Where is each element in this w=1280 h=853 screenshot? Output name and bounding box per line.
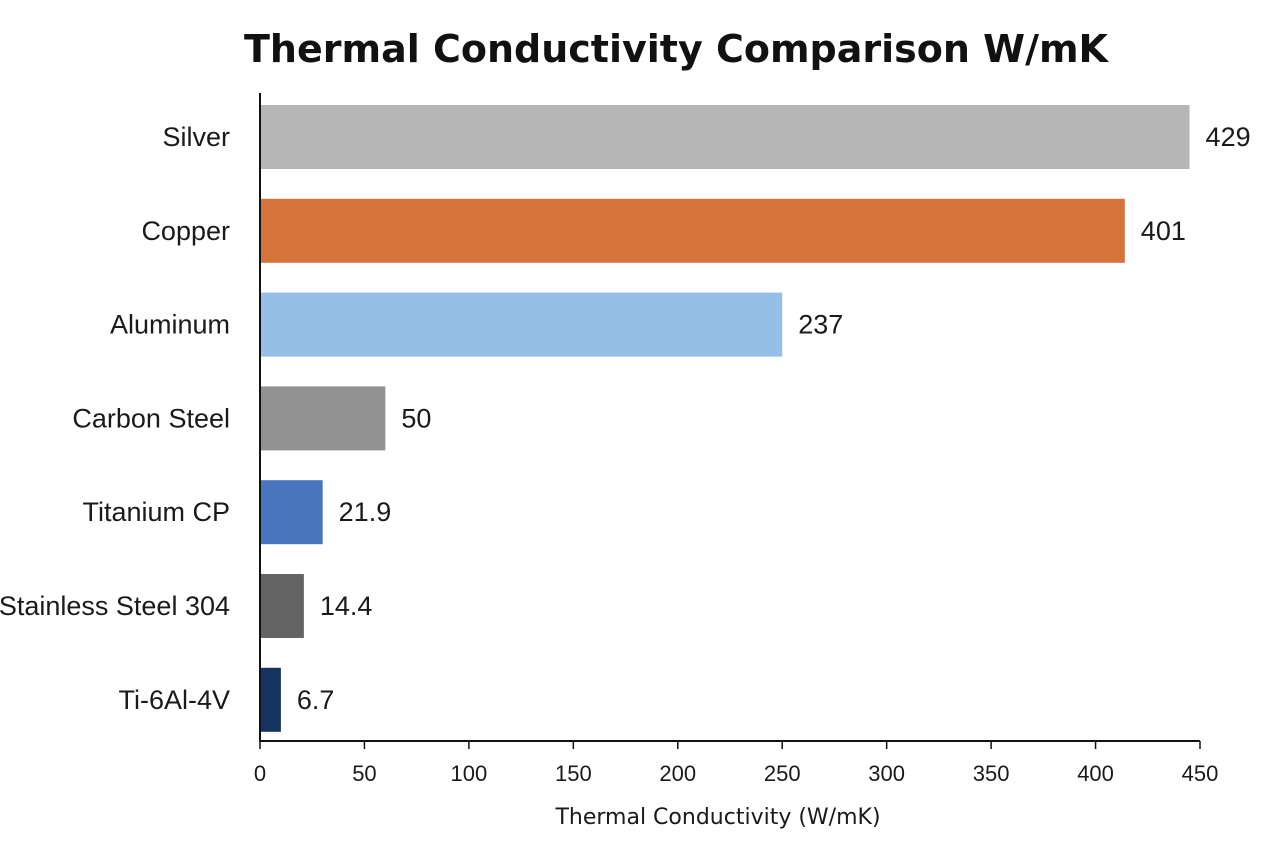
x-tick-label-150: 150 <box>555 761 592 786</box>
category-label-carbon-steel: Carbon Steel <box>72 403 230 433</box>
bar-titanium-cp <box>260 480 323 545</box>
x-tick-label-250: 250 <box>764 761 801 786</box>
x-tick-label-350: 350 <box>973 761 1010 786</box>
category-label-stainless-steel-304: Stainless Steel 304 <box>0 591 230 621</box>
x-tick-label-200: 200 <box>659 761 696 786</box>
value-label-ti-6al-4v: 6.7 <box>297 685 335 715</box>
x-tick-label-450: 450 <box>1182 761 1219 786</box>
x-tick-label-300: 300 <box>868 761 905 786</box>
value-label-aluminum: 237 <box>798 310 843 340</box>
x-tick-label-400: 400 <box>1077 761 1114 786</box>
bar-ti-6al-4v <box>260 667 281 732</box>
category-label-ti-6al-4v: Ti-6Al-4V <box>118 685 230 715</box>
category-label-silver: Silver <box>162 122 230 152</box>
bar-copper <box>260 198 1125 263</box>
x-tick-label-100: 100 <box>451 761 488 786</box>
category-label-titanium-cp: Titanium CP <box>82 497 230 527</box>
value-label-stainless-steel-304: 14.4 <box>320 591 373 621</box>
value-label-titanium-cp: 21.9 <box>339 497 392 527</box>
x-tick-label-50: 50 <box>352 761 376 786</box>
value-label-silver: 429 <box>1206 122 1251 152</box>
bar-stainless-steel-304 <box>260 574 304 638</box>
category-labels: Silver Copper Aluminum Carbon Steel Titanium… <box>0 122 230 715</box>
x-axis-title: Thermal Conductivity (W/mK) <box>554 805 880 830</box>
bar-silver <box>260 105 1190 169</box>
bar-carbon-steel <box>260 386 386 451</box>
value-labels: 429 401 237 50 21.9 14.4 6.7 <box>297 122 1251 715</box>
value-label-copper: 401 <box>1141 216 1186 246</box>
bars-group <box>260 105 1190 732</box>
x-tick-label-0: 0 <box>254 761 266 786</box>
bar-aluminum <box>260 292 783 357</box>
value-label-carbon-steel: 50 <box>401 403 431 433</box>
category-label-aluminum: Aluminum <box>110 310 230 340</box>
x-axis-ticks: 0 50 100 150 200 250 300 350 400 450 <box>254 741 1218 786</box>
category-label-copper: Copper <box>141 216 230 246</box>
chart-title: Thermal Conductivity Comparison W/mK <box>244 27 1110 71</box>
